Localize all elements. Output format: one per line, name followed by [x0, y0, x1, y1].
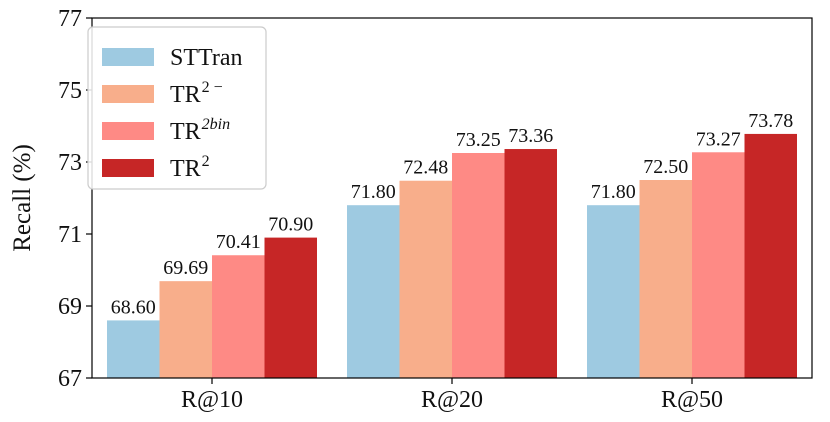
legend-entry-label: TR2 [170, 153, 210, 182]
y-axis-label: Recall (%) [9, 144, 36, 252]
legend-entry-name: STTran [170, 45, 242, 71]
bars-group [107, 133, 797, 378]
bar-r50-series-1 [639, 180, 692, 378]
bar-r20-series-3 [504, 149, 557, 378]
bar-r10-series-0 [107, 320, 160, 378]
bar-value-label: 70.90 [268, 214, 313, 236]
legend-entry-superscript: 2 [202, 153, 210, 170]
legend-swatch [102, 85, 154, 103]
bar-r20-series-1 [399, 180, 452, 378]
legend-entry-label: STTran [170, 45, 242, 71]
bar-value-label: 71.80 [591, 181, 636, 203]
bar-r50-series-2 [692, 152, 745, 378]
bar-r50-series-3 [744, 133, 797, 378]
bar-value-label: 69.69 [163, 257, 208, 279]
x-tick-label: R@50 [661, 387, 723, 413]
legend-swatch [102, 48, 154, 66]
y-tick-label: 73 [58, 150, 82, 176]
bar-value-label: 71.80 [351, 181, 396, 203]
y-tick-label: 69 [58, 294, 82, 320]
y-tick-label: 67 [58, 366, 82, 392]
bar-labels-group: 68.60 69.69 70.41 70.90 71.80 72.48 73.25 73.36… [111, 110, 794, 318]
x-tick-label: R@10 [181, 387, 243, 413]
bar-value-label: 73.25 [456, 129, 501, 151]
bar-value-label: 73.78 [748, 110, 793, 132]
legend-swatch [102, 159, 154, 177]
bar-r10-series-3 [264, 237, 317, 378]
bar-value-label: 72.50 [643, 156, 688, 178]
legend-box [87, 26, 267, 190]
bar-value-label: 70.41 [216, 231, 261, 253]
bar-value-label: 73.27 [696, 128, 741, 150]
bar-r10-series-2 [212, 255, 265, 378]
legend-entry-name: TR [170, 82, 201, 108]
y-tick-label: 75 [58, 78, 82, 104]
bar-value-label: 72.48 [403, 157, 448, 179]
x-axis-ticks: R@10 R@20 R@50 [181, 378, 723, 413]
y-tick-label: 71 [58, 222, 82, 248]
y-axis-ticks: 67 69 71 73 75 77 [58, 6, 92, 392]
legend-entry-superscript: 2 − [202, 79, 223, 96]
legend-swatch [102, 122, 154, 140]
bar-r20-series-2 [452, 153, 505, 378]
legend-entry-label: TR2bin [170, 116, 230, 145]
legend-entry-label: TR2 − [170, 79, 223, 108]
bar-r20-series-0 [347, 205, 400, 378]
bar-value-label: 73.36 [508, 125, 553, 147]
bar-r10-series-1 [159, 281, 212, 378]
bar-value-label: 68.60 [111, 296, 156, 318]
legend-entry-name: TR [170, 119, 201, 145]
legend-entry-superscript: 2bin [202, 116, 230, 133]
bar-r50-series-0 [587, 205, 640, 378]
legend-entry-name: TR [170, 156, 201, 182]
y-tick-label: 77 [58, 6, 82, 32]
x-tick-label: R@20 [421, 387, 483, 413]
